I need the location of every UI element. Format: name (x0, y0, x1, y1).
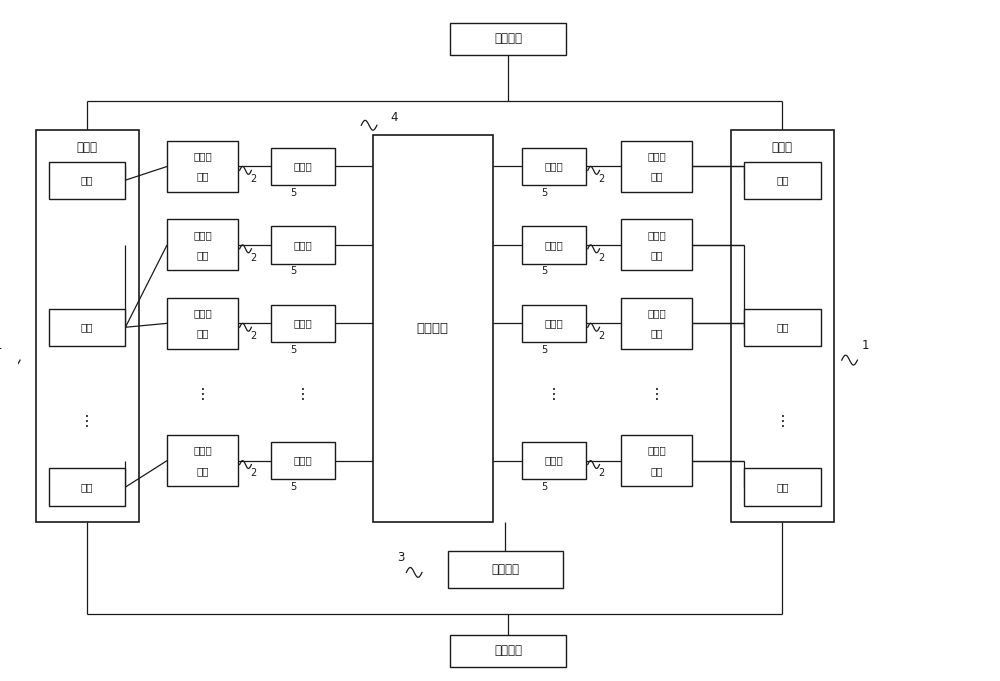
Text: 放大器: 放大器 (294, 318, 312, 328)
Bar (448, 551, 563, 588)
Bar (744, 308, 821, 346)
Text: 1: 1 (0, 339, 2, 352)
Bar (271, 304, 335, 342)
Text: ⋮: ⋮ (546, 387, 562, 402)
Text: 传输模块: 传输模块 (417, 322, 449, 335)
Text: 电芯: 电芯 (776, 175, 789, 185)
Text: 感器: 感器 (196, 172, 209, 182)
Bar (167, 219, 238, 270)
Bar (167, 141, 238, 192)
Text: 放大器: 放大器 (294, 240, 312, 250)
Bar (271, 442, 335, 479)
Text: 2: 2 (598, 253, 605, 263)
Text: 压力传: 压力传 (193, 229, 212, 240)
Text: 感器: 感器 (650, 250, 663, 260)
Text: 5: 5 (541, 482, 547, 492)
Bar (744, 161, 821, 199)
Bar (744, 469, 821, 506)
Text: 压力传: 压力传 (647, 151, 666, 161)
Bar (621, 219, 692, 270)
Text: 主控模块: 主控模块 (491, 563, 519, 576)
Bar (49, 308, 125, 346)
Bar (621, 298, 692, 349)
Bar (522, 148, 586, 185)
Text: ⋮: ⋮ (774, 414, 790, 430)
Text: 电芯组: 电芯组 (772, 142, 793, 155)
Text: 2: 2 (598, 469, 605, 478)
Text: 5: 5 (290, 266, 296, 276)
Text: 电芯: 电芯 (81, 322, 93, 332)
Bar (450, 23, 566, 54)
Text: 感器: 感器 (650, 172, 663, 182)
Text: 3: 3 (397, 551, 404, 564)
Text: 放大器: 放大器 (294, 456, 312, 466)
Text: 5: 5 (541, 188, 547, 198)
Text: 放大器: 放大器 (294, 161, 312, 172)
Text: 感器: 感器 (196, 328, 209, 338)
Text: 压力传: 压力传 (193, 308, 212, 318)
Bar (373, 135, 493, 522)
Text: 电芯: 电芯 (81, 175, 93, 185)
Text: 感器: 感器 (650, 466, 663, 476)
Text: 2: 2 (250, 174, 257, 184)
Text: ⋮: ⋮ (194, 387, 210, 402)
Text: 5: 5 (290, 188, 296, 198)
Text: 放大器: 放大器 (545, 161, 563, 172)
Text: 感器: 感器 (196, 250, 209, 260)
Bar (49, 469, 125, 506)
Bar (49, 161, 125, 199)
Bar (450, 635, 566, 667)
Text: ⋮: ⋮ (295, 387, 311, 402)
Text: 放大器: 放大器 (545, 318, 563, 328)
Bar (271, 226, 335, 264)
Bar (522, 442, 586, 479)
Text: 2: 2 (250, 469, 257, 478)
Text: 感器: 感器 (650, 328, 663, 338)
Text: 输出正极: 输出正极 (494, 33, 522, 46)
Bar (522, 304, 586, 342)
Text: 电芯组: 电芯组 (77, 142, 98, 155)
Text: 电芯: 电芯 (776, 482, 789, 492)
Text: 感器: 感器 (196, 466, 209, 476)
Text: 压力传: 压力传 (193, 151, 212, 161)
Text: 电芯: 电芯 (776, 322, 789, 332)
Text: 压力传: 压力传 (647, 229, 666, 240)
Bar (271, 148, 335, 185)
Text: 2: 2 (598, 174, 605, 184)
Bar (167, 435, 238, 486)
Bar (621, 141, 692, 192)
Text: 4: 4 (391, 111, 398, 124)
Bar (522, 226, 586, 264)
Text: ⋮: ⋮ (79, 414, 95, 430)
Bar (167, 298, 238, 349)
Text: 输出负极: 输出负极 (494, 644, 522, 657)
Bar (621, 435, 692, 486)
Text: 2: 2 (250, 331, 257, 341)
Text: ⋮: ⋮ (648, 387, 664, 402)
Text: 电芯: 电芯 (81, 482, 93, 492)
Text: 1: 1 (862, 339, 869, 352)
Text: 5: 5 (290, 482, 296, 492)
Bar (731, 130, 834, 522)
Text: 放大器: 放大器 (545, 240, 563, 250)
Text: 2: 2 (598, 331, 605, 341)
Text: 5: 5 (541, 345, 547, 355)
Text: 5: 5 (290, 345, 296, 355)
Text: 压力传: 压力传 (193, 445, 212, 456)
Bar (36, 130, 139, 522)
Text: 放大器: 放大器 (545, 456, 563, 466)
Text: 压力传: 压力传 (647, 308, 666, 318)
Text: 压力传: 压力传 (647, 445, 666, 456)
Text: 5: 5 (541, 266, 547, 276)
Text: 2: 2 (250, 253, 257, 263)
